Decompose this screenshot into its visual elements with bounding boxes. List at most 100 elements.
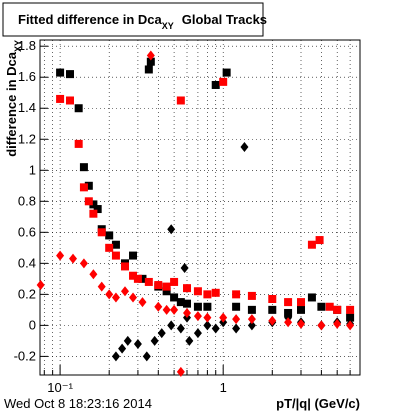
marker-diamond: [176, 366, 185, 377]
marker-diamond: [89, 269, 98, 280]
y-tick-label: -0.2: [14, 348, 36, 363]
marker-square: [65, 70, 74, 79]
y-tick-label: 0.4: [18, 255, 36, 270]
x-tick-label: 1: [220, 380, 227, 395]
marker-square: [193, 302, 202, 311]
y-tick-label: 1.4: [18, 100, 36, 115]
marker-square: [120, 262, 129, 271]
marker-square: [176, 298, 185, 307]
marker-diamond: [118, 343, 127, 354]
marker-square: [84, 197, 93, 206]
marker-square: [111, 240, 120, 249]
marker-diamond: [146, 50, 155, 61]
marker-diamond: [129, 292, 138, 303]
marker-square: [154, 281, 163, 290]
marker-square: [268, 305, 277, 314]
marker-diamond: [211, 323, 220, 334]
marker-square: [297, 298, 306, 307]
marker-square: [183, 299, 192, 308]
marker-diamond: [193, 311, 202, 322]
marker-diamond: [247, 314, 256, 325]
marker-square: [232, 290, 241, 299]
marker-square: [89, 200, 98, 209]
marker-square: [284, 298, 293, 307]
marker-square: [193, 287, 202, 296]
marker-diamond: [183, 307, 192, 318]
marker-square: [297, 305, 306, 314]
y-tick-label: 1.8: [18, 38, 36, 53]
marker-square: [133, 274, 142, 283]
y-tick-label: 0.6: [18, 224, 36, 239]
timestamp: Wed Oct 8 18:23:16 2014: [4, 396, 152, 411]
marker-square: [129, 251, 138, 260]
marker-square: [183, 284, 192, 293]
marker-diamond: [123, 335, 132, 346]
marker-square: [146, 57, 155, 66]
marker-diamond: [268, 315, 277, 326]
marker-square: [211, 80, 220, 89]
marker-square: [346, 305, 355, 314]
marker-diamond: [346, 320, 355, 331]
marker-square: [307, 240, 316, 249]
marker-diamond: [133, 338, 142, 349]
marker-square: [93, 205, 102, 214]
marker-diamond: [185, 335, 194, 346]
y-tick-label: 0: [29, 317, 36, 332]
marker-square: [325, 302, 334, 311]
marker-square: [74, 104, 83, 113]
marker-square: [247, 291, 256, 300]
marker-square: [79, 163, 88, 172]
marker-diamond: [232, 314, 241, 325]
marker-diamond: [138, 297, 147, 308]
marker-square: [203, 290, 212, 299]
marker-square: [144, 65, 153, 74]
marker-diamond: [232, 323, 241, 334]
marker-square: [219, 77, 228, 86]
y-tick-label: 0.2: [18, 286, 36, 301]
marker-diamond: [203, 320, 212, 331]
marker-square: [162, 287, 171, 296]
marker-square: [138, 274, 147, 283]
marker-square: [333, 305, 342, 314]
y-tick-label: 1.6: [18, 69, 36, 84]
y-tick-label: 0.8: [18, 193, 36, 208]
marker-square: [222, 68, 231, 77]
marker-diamond: [120, 286, 129, 297]
marker-square: [79, 183, 88, 192]
marker-square: [268, 295, 277, 304]
marker-diamond: [297, 318, 306, 329]
marker-diamond: [111, 292, 120, 303]
marker-square: [56, 94, 65, 103]
title-box: [2, 2, 264, 37]
marker-square: [105, 243, 114, 252]
marker-diamond: [69, 253, 78, 264]
marker-square: [176, 96, 185, 105]
marker-diamond: [167, 224, 176, 235]
y-tick-label: 1: [29, 162, 36, 177]
marker-diamond: [284, 317, 293, 328]
marker-diamond: [317, 320, 326, 331]
marker-square: [232, 302, 241, 311]
marker-square: [74, 139, 83, 148]
marker-diamond: [193, 328, 202, 339]
marker-diamond: [154, 301, 163, 312]
marker-diamond: [162, 304, 171, 315]
marker-diamond: [240, 142, 249, 153]
marker-square: [162, 282, 171, 291]
marker-diamond: [105, 289, 114, 300]
marker-square: [129, 271, 138, 280]
marker-diamond: [142, 351, 151, 362]
marker-diamond: [56, 250, 65, 261]
marker-diamond: [97, 281, 106, 292]
plot-frame: [39, 39, 361, 376]
x-axis-label: pT/|q| (GeV/c): [276, 396, 360, 411]
marker-diamond: [167, 320, 176, 331]
marker-diamond: [111, 351, 120, 362]
y-axis-label: difference in DcaXY: [4, 40, 23, 157]
marker-square: [346, 313, 355, 322]
marker-diamond: [36, 280, 45, 291]
marker-square: [56, 68, 65, 77]
marker-square: [97, 228, 106, 237]
chart-title: Fitted difference in DcaXY Global Tracks: [18, 12, 267, 31]
